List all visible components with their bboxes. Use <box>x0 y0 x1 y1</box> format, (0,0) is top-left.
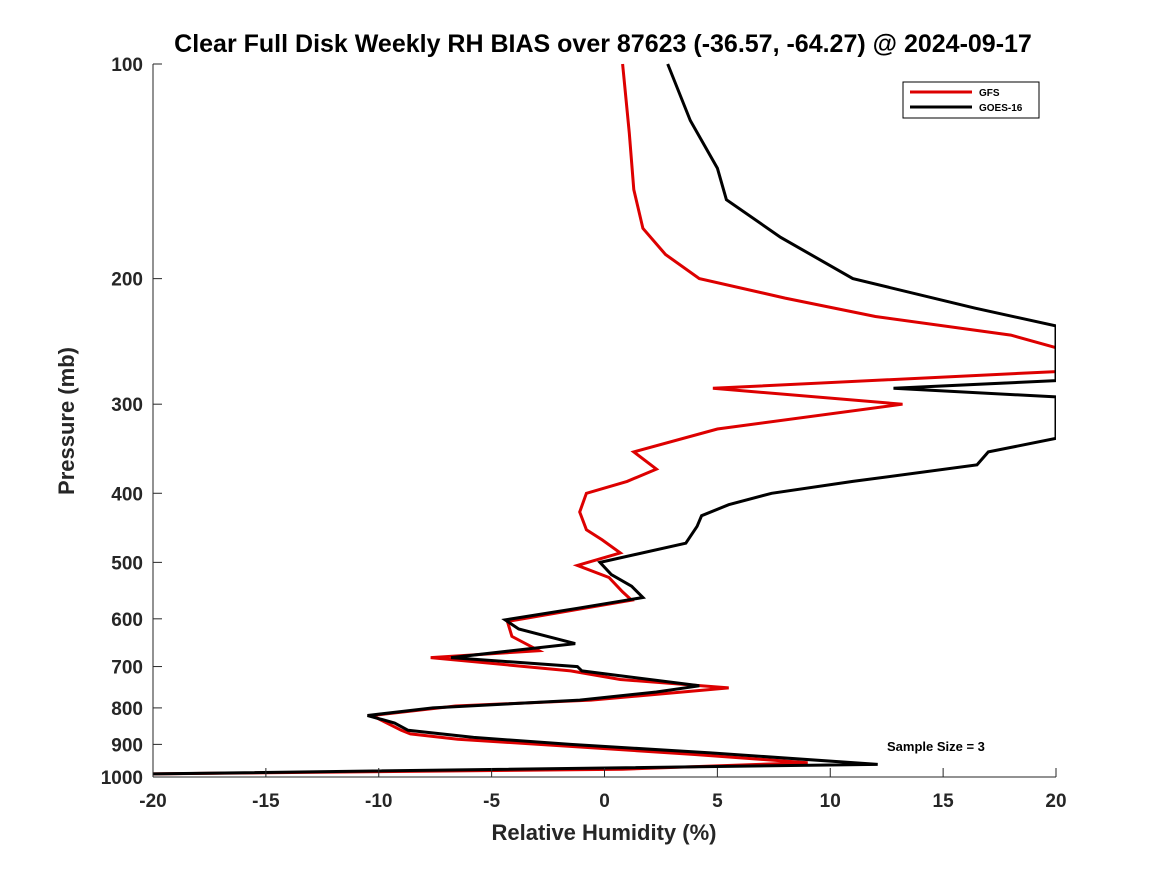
legend: GFS GOES-16 <box>902 81 1040 119</box>
sample-size-annotation: Sample Size = 3 <box>887 739 985 754</box>
y-tick-label: 900 <box>111 735 143 756</box>
y-tick-label: 400 <box>111 484 143 505</box>
plot-frame <box>153 64 1056 777</box>
x-tick-label: -10 <box>365 791 392 812</box>
x-tick-label: -15 <box>252 791 280 812</box>
y-axis-label: Pressure (mb) <box>54 347 79 495</box>
x-tick-label: 5 <box>712 791 723 812</box>
plot-area <box>153 64 1056 777</box>
series-line-gfs <box>153 63 1056 776</box>
x-tick-label: 15 <box>933 791 955 812</box>
series-layer <box>153 63 1056 776</box>
y-tick-label: 100 <box>111 55 143 76</box>
y-tick-label: 700 <box>111 658 143 679</box>
x-tick-label: 10 <box>820 791 841 812</box>
y-tick-label: 200 <box>111 270 143 291</box>
x-axis-label: Relative Humidity (%) <box>492 820 717 845</box>
y-tick-label: 800 <box>111 699 143 720</box>
x-tick-label: 0 <box>599 791 610 812</box>
series-line-goes-16 <box>153 63 1056 776</box>
legend-label-goes16: GOES-16 <box>979 103 1023 114</box>
y-tick-label: 300 <box>111 395 143 416</box>
legend-label-gfs: GFS <box>979 88 1000 99</box>
x-tick-label: -20 <box>139 791 166 812</box>
legend-box <box>902 81 1040 119</box>
y-tick-label: 1000 <box>101 768 143 789</box>
chart-title: Clear Full Disk Weekly RH BIAS over 8762… <box>174 30 1032 58</box>
x-tick-label: -5 <box>483 791 500 812</box>
y-tick-label: 500 <box>111 553 143 574</box>
axes-layer: -20 -15 -10 -5 0 5 10 15 20 100 200 300 400 500 600 700… <box>101 55 1067 812</box>
x-tick-label: 20 <box>1045 791 1066 812</box>
y-tick-label: 600 <box>111 610 143 631</box>
